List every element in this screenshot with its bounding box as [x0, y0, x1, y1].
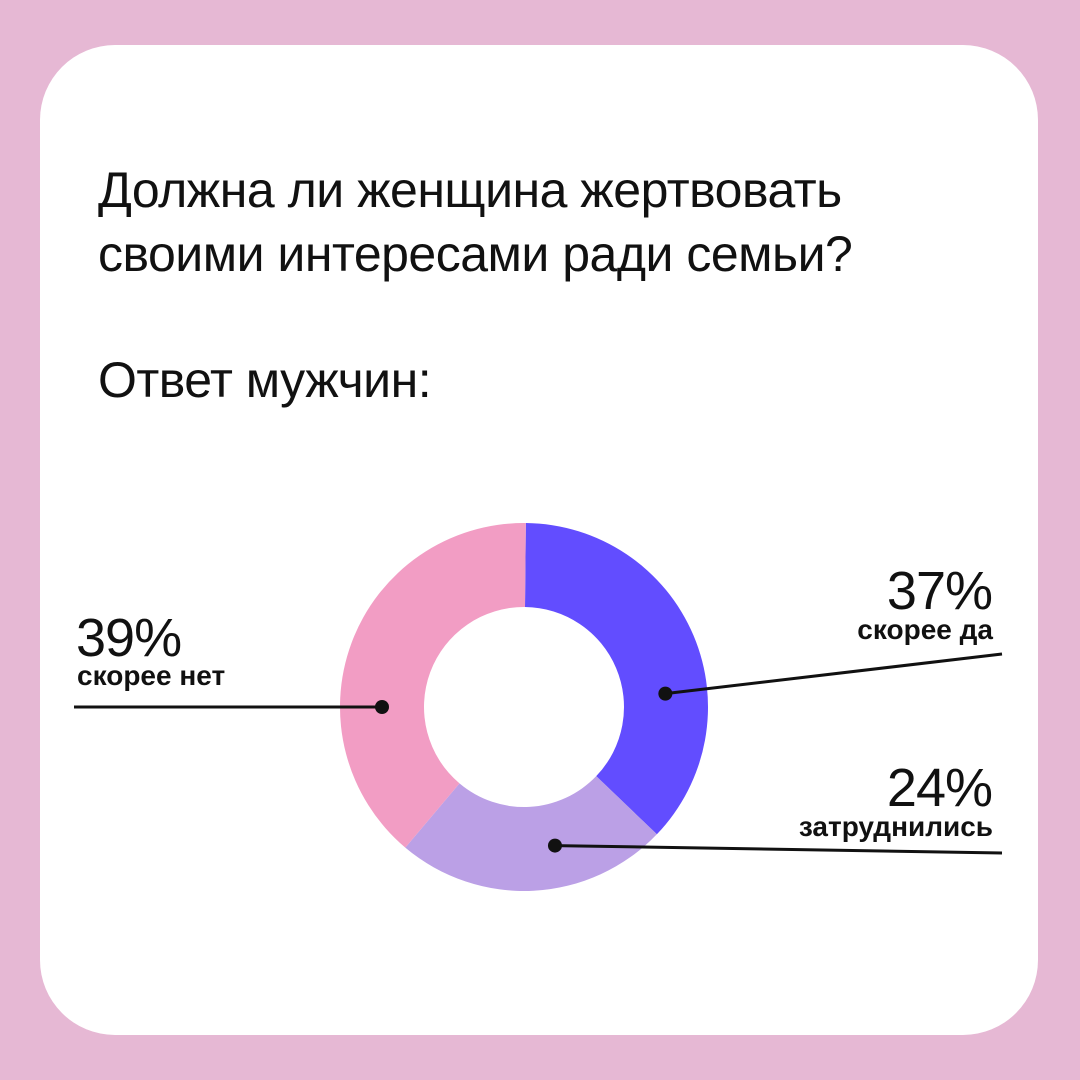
slice-yes-category: скорее да	[857, 614, 993, 645]
slice-no-arc	[340, 523, 526, 848]
slice-undecided-arc	[405, 776, 657, 892]
slice-undecided-percent: 24%	[886, 758, 993, 818]
slice-undecided-category: затруднились	[798, 811, 993, 842]
slice-undecided-leader-dot	[547, 838, 562, 853]
page-subtitle: Ответ мужчин:	[98, 352, 432, 408]
slice-yes-arc	[525, 523, 708, 835]
slice-yes-leader-line	[665, 652, 1003, 696]
slice-yes-leader-dot	[658, 686, 673, 701]
slice-no-percent: 39%	[76, 608, 182, 668]
page-title: Должна ли женщина жертвовать своими инте…	[98, 162, 853, 282]
slice-undecided-leader-line	[554, 844, 1003, 855]
slice-no-leader-dot	[375, 700, 389, 714]
slice-yes-percent: 37%	[886, 561, 993, 621]
slice-no-category: скорее нет	[77, 660, 226, 691]
